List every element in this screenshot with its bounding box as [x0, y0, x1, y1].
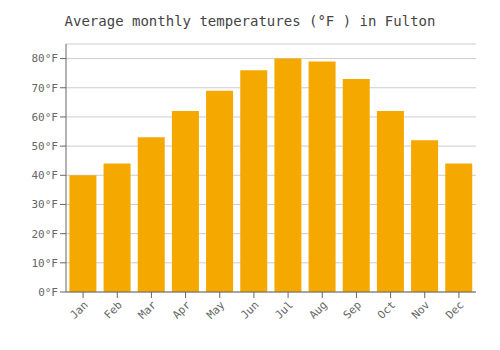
svg-text:30°F: 30°F [32, 198, 59, 211]
svg-text:May: May [204, 298, 228, 322]
html-text:Average monthly temperatures (: Average monthly temperatures (°F ) in Fu… [64, 13, 436, 29]
svg-text:10°F: 10°F [32, 257, 59, 270]
svg-text:Feb: Feb [102, 298, 125, 321]
svg-text:Mar: Mar [136, 298, 160, 322]
svg-text:Jul: Jul [272, 298, 295, 321]
svg-text:50°F: 50°F [32, 140, 59, 153]
svg-text:Dec: Dec [443, 298, 466, 321]
svg-text:0°F: 0°F [38, 286, 58, 299]
svg-text:80°F: 80°F [32, 52, 59, 65]
svg-text:40°F: 40°F [32, 169, 59, 182]
svg-text:Apr: Apr [170, 298, 194, 322]
svg-text:Oct: Oct [375, 298, 398, 321]
svg-text:60°F: 60°F [32, 111, 59, 124]
svg-text:Jan: Jan [67, 298, 90, 321]
svg-text:Aug: Aug [307, 298, 330, 321]
svg-text:Jun: Jun [238, 298, 261, 321]
svg-text:20°F: 20°F [32, 228, 59, 241]
svg-text:70°F: 70°F [32, 82, 59, 95]
svg-text:Nov: Nov [409, 298, 433, 322]
svg-text:Sep: Sep [341, 298, 364, 321]
